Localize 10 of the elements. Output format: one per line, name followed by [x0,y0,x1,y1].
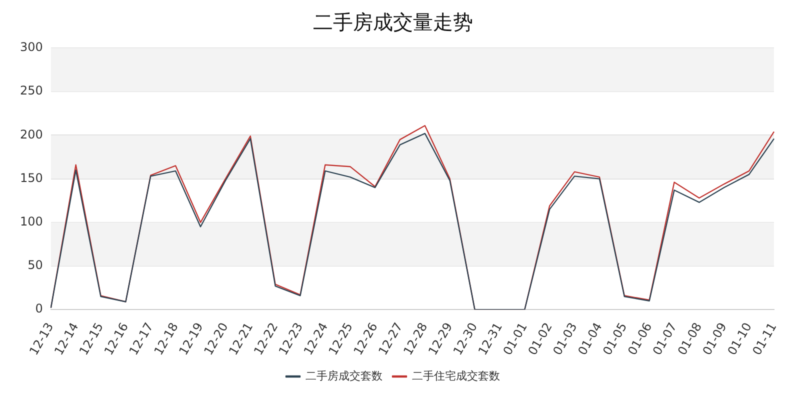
legend-label: 二手住宅成交套数 [412,369,500,382]
chart-title: 二手房成交量走势 [313,10,473,34]
y-tick-label: 150 [20,170,43,185]
y-tick-label: 100 [20,214,43,229]
y-tick-label: 250 [20,84,43,98]
y-tick-label: 200 [20,127,43,142]
legend-label: 二手房成交套数 [306,369,382,382]
y-tick-label: 50 [28,258,43,272]
y-tick-label: 300 [20,40,43,54]
y-tick-label: 0 [35,302,43,316]
